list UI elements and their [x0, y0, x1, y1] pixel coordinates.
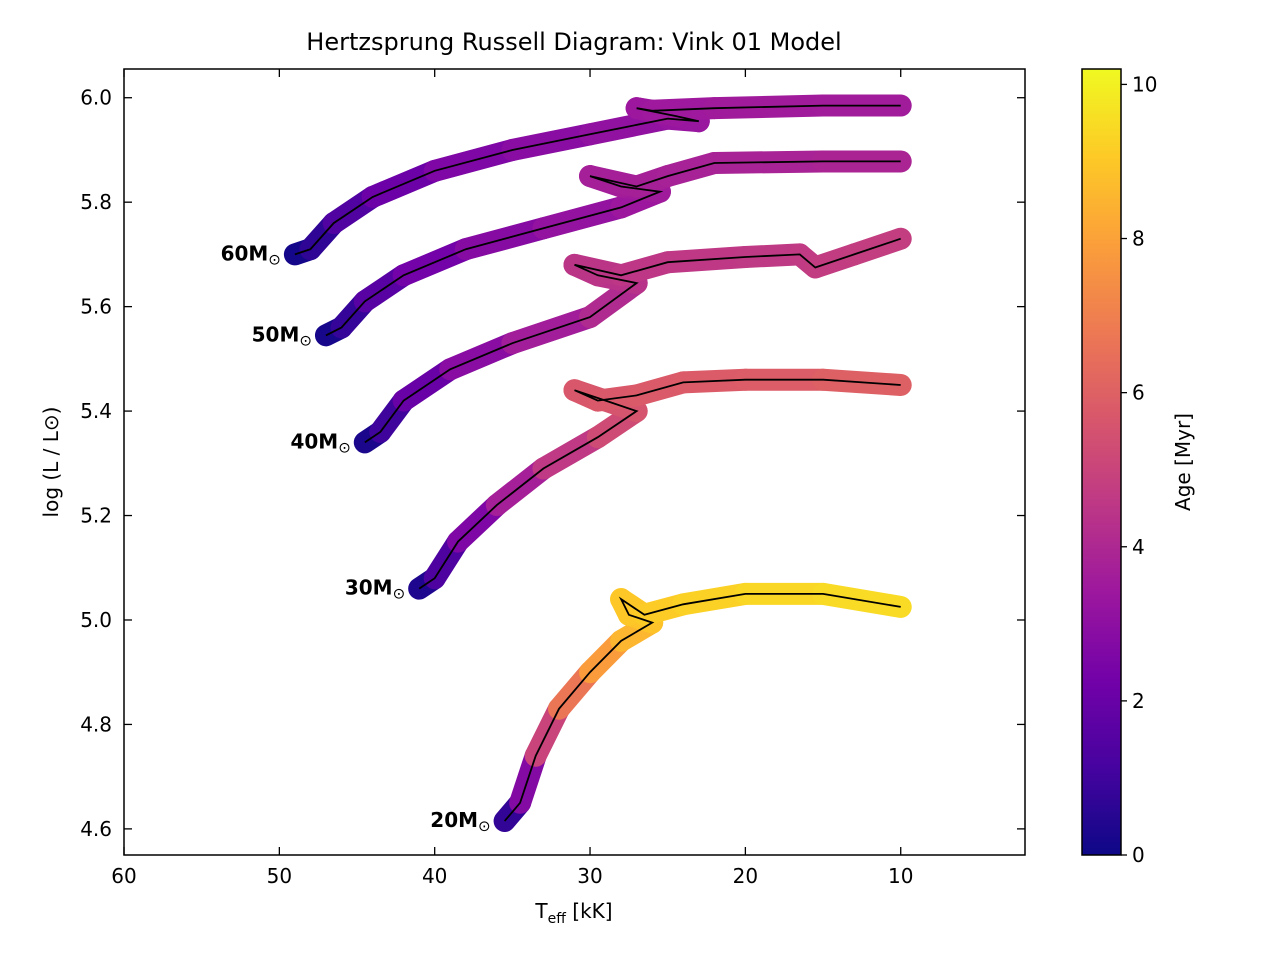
- x-axis-label-sub: eff: [548, 911, 567, 927]
- track-centerline: [418, 378, 901, 590]
- y-tick-label: 5.2: [80, 504, 112, 528]
- sun-symbol: ⊙: [393, 585, 406, 603]
- mass-label-value: 50M: [252, 322, 300, 346]
- colorbar: [1081, 68, 1122, 856]
- y-tick-label: 5.6: [80, 295, 112, 319]
- mass-label: 20M⊙: [430, 808, 490, 835]
- mass-labels: 60M⊙50M⊙40M⊙30M⊙20M⊙: [221, 241, 491, 835]
- y-axis-label: log (L / L⊙): [39, 407, 63, 518]
- sun-symbol: ⊙: [268, 250, 281, 268]
- x-tick-label: 50: [267, 864, 292, 888]
- x-tick-label: 10: [888, 864, 913, 888]
- x-tick-label: 60: [111, 864, 136, 888]
- colorbar-tick-label: 6: [1132, 381, 1145, 405]
- track-centerline: [364, 237, 901, 444]
- y-tick-label: 5.8: [80, 190, 112, 214]
- y-tick-label: 5.4: [80, 399, 112, 423]
- mass-label: 40M⊙: [290, 429, 350, 456]
- track-1: [314, 150, 912, 347]
- x-axis-label-unit: [kK]: [566, 899, 613, 923]
- chart-title: Hertzsprung Russell Diagram: Vink 01 Mod…: [306, 28, 841, 56]
- y-tick-label: 6.0: [80, 86, 112, 110]
- mass-label-value: 60M: [221, 241, 269, 265]
- y-tick-label: 4.8: [80, 712, 112, 736]
- colorbar-tick-label: 0: [1132, 843, 1145, 867]
- colorbar-tick-label: 10: [1132, 72, 1157, 96]
- mass-label-value: 30M: [345, 576, 393, 600]
- x-tick-label: 20: [733, 864, 758, 888]
- colorbar-tick-label: 8: [1132, 227, 1145, 251]
- track-centerline: [325, 160, 901, 337]
- colorbar-tick-label: 4: [1132, 535, 1145, 559]
- plot-frame: [123, 68, 1026, 856]
- colorbar-ticks: 0 2 4 6 8 10: [1121, 72, 1157, 867]
- x-tick-label: 30: [577, 864, 602, 888]
- y-ticks: 4.6 4.8 5.0 5.2 5.4 5.6 5.8 6.0: [80, 86, 1025, 841]
- sun-symbol: ⊙: [338, 438, 351, 456]
- mass-label: 50M⊙: [252, 322, 312, 349]
- mass-label: 30M⊙: [345, 576, 405, 603]
- mass-label-value: 20M: [430, 808, 478, 832]
- x-axis-label: Teff [kK]: [534, 899, 612, 927]
- colorbar-label: Age [Myr]: [1171, 413, 1195, 511]
- x-tick-label: 40: [422, 864, 447, 888]
- track-4: [493, 582, 912, 833]
- x-axis-label-main: T: [534, 899, 548, 923]
- colorbar-tick-label: 2: [1132, 689, 1145, 713]
- track-3: [408, 368, 912, 600]
- sun-symbol: ⊙: [478, 817, 491, 835]
- y-tick-label: 4.6: [80, 817, 112, 841]
- x-ticks: 60 50 40 30 20 10: [111, 69, 913, 888]
- track-0: [283, 94, 912, 266]
- track-2: [353, 227, 912, 454]
- mass-label: 60M⊙: [221, 241, 281, 268]
- track-centerline: [294, 104, 901, 256]
- tracks-layer: [283, 94, 912, 833]
- y-tick-label: 5.0: [80, 608, 112, 632]
- track-centerline: [503, 593, 901, 822]
- sun-symbol: ⊙: [299, 331, 312, 349]
- mass-label-value: 40M: [290, 429, 338, 453]
